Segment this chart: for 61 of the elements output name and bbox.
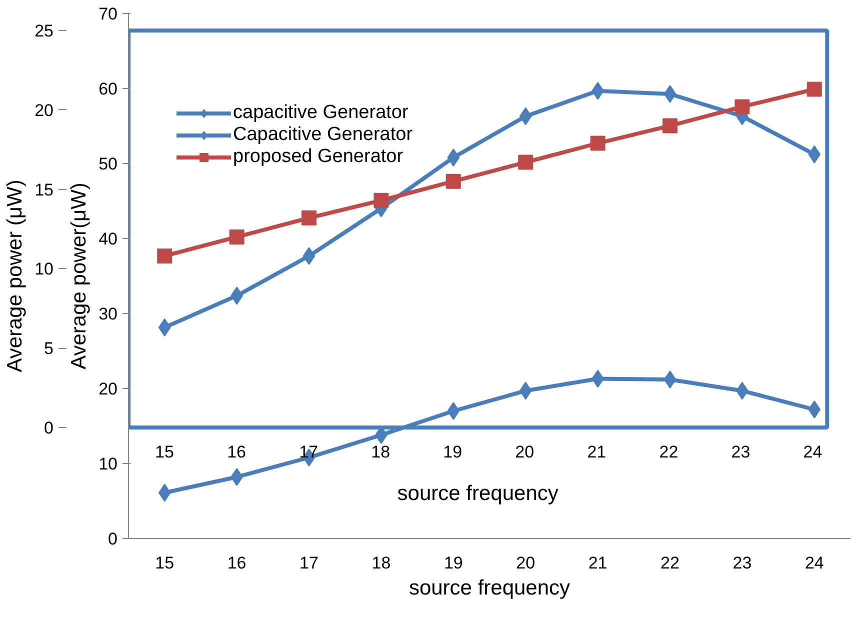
point [808,145,821,164]
y2-tick-label: 25 [34,22,54,40]
x-tick-label: 21 [587,442,606,462]
point [446,174,461,189]
x2-tick-label: 23 [732,554,752,572]
point [590,136,606,151]
point [374,192,389,208]
x-tick-label: 24 [803,442,822,462]
point [447,148,460,167]
y-tick-label: 30 [98,304,118,324]
point [664,370,676,388]
y2-tick-label: 15 [34,180,54,200]
point [808,400,821,418]
point [158,318,171,336]
y2-tick-label: 20 [34,100,54,120]
y2-tick-label: 10 [34,260,54,279]
x-tick-label: 20 [515,442,534,462]
x2-tick-label: 20 [516,554,536,572]
x-tick-label: 18 [371,442,390,462]
y-tick-label: 60 [98,80,118,98]
legend-label: proposed Generator [233,146,404,168]
point [806,82,822,97]
point [302,210,316,226]
y2-tick-label: 5 [44,339,54,358]
y2-axis-title: Average power (μW) [4,180,27,372]
y-tick-label: 70 [98,4,118,24]
x2-tick-label: 19 [444,554,463,572]
y-tick-label: 0 [108,530,118,548]
x-tick-label: 23 [731,442,750,462]
point [302,246,316,265]
point [157,248,172,264]
x2-axis-title: source frequency [397,482,559,505]
x-axis-title: source frequency [408,576,571,600]
y2-tick-label: 0 [44,418,54,438]
x-tick-label: 22 [659,442,678,462]
point [158,484,171,502]
x2-tick-label: 24 [804,554,824,572]
legend-label: capacitive Generator [233,102,408,124]
x2-tick-label: 22 [660,554,680,572]
point [519,107,532,126]
x2-tick-label: 16 [227,554,246,572]
y-tick-label: 20 [98,380,118,398]
point [518,154,534,170]
x-tick-label: 15 [155,442,174,462]
y-tick-label: 40 [98,230,118,248]
x2-tick-label: 21 [588,554,608,572]
point [664,85,676,104]
x2-tick-label: 17 [300,554,318,572]
y-axis-title: Average power(μW) [68,182,91,370]
legend-label: Capacitive Generator [233,124,413,146]
x2-tick-label: 18 [372,554,391,572]
point [447,402,460,420]
point [734,99,750,114]
x-tick-label: 16 [227,442,246,462]
x2-tick-label: 15 [155,554,174,572]
y-tick-label: 10 [98,454,118,474]
point [662,118,678,134]
y-tick-label: 50 [98,154,118,174]
point [519,382,532,400]
x-tick-label: 19 [443,442,462,462]
point [229,229,244,244]
